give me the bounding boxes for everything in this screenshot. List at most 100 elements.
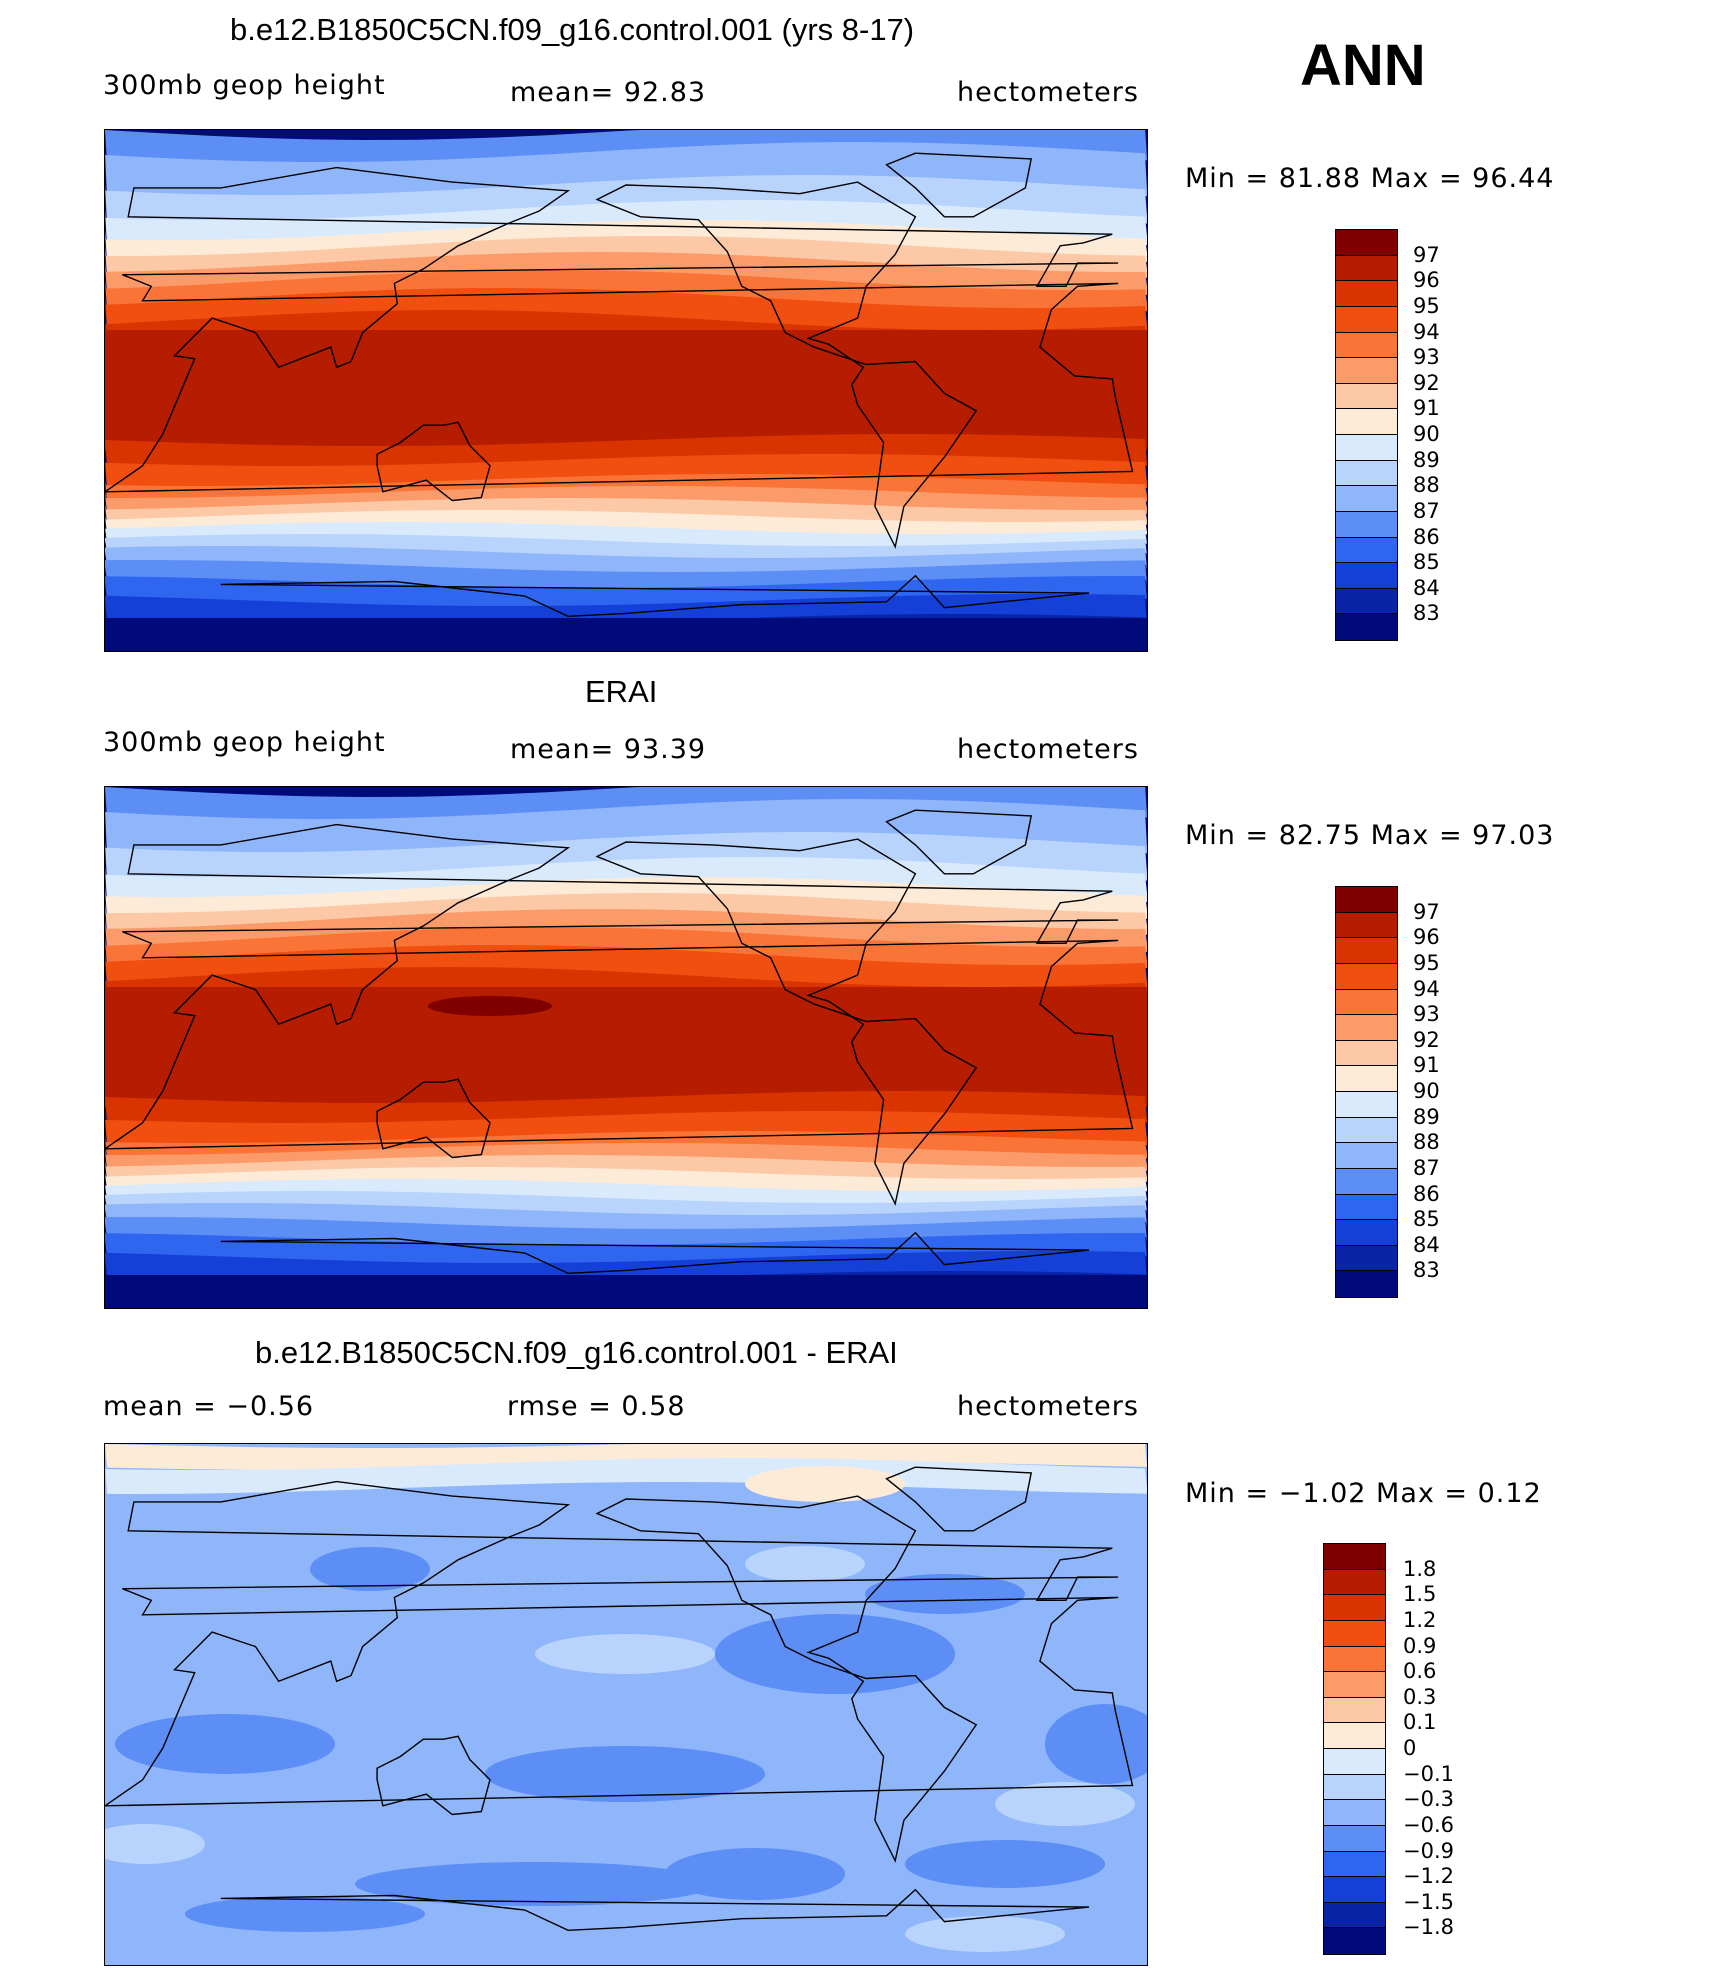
continent-outline (595, 1495, 978, 1863)
colorbar-swatch (1336, 1092, 1397, 1118)
colorbar-tick-label: −0.6 (1403, 1812, 1454, 1837)
colorbar-swatch (1324, 1825, 1385, 1852)
colorbar-swatch (1324, 1902, 1385, 1929)
panel1-variable-label: 300mb geop height (103, 70, 386, 101)
contour-region (1045, 1704, 1147, 1784)
colorbar-swatch (1336, 1271, 1397, 1297)
panel3-units-label: hectometers (957, 1391, 1139, 1422)
colorbar-swatch (1336, 383, 1397, 410)
panel2-colorbar (1335, 886, 1398, 1298)
colorbar-swatch (1324, 1800, 1385, 1826)
antarctica-outline (220, 574, 1090, 618)
colorbar-swatch (1336, 1040, 1397, 1067)
contour-band (105, 576, 1147, 610)
contour-band (105, 175, 1147, 226)
contour-region (105, 1824, 205, 1864)
colorbar-tick-label: 92 (1413, 1027, 1440, 1052)
colorbar-tick-label: 90 (1413, 1079, 1440, 1103)
colorbar-swatch (1336, 1168, 1397, 1195)
contour-region (905, 1840, 1105, 1888)
coastlines (105, 1466, 1134, 1932)
colorbar-swatch (1336, 887, 1397, 913)
colorbar-tick-label: 86 (1413, 1181, 1440, 1206)
contour-band (105, 434, 1147, 470)
panel2-map (104, 786, 1148, 1309)
colorbar-swatch (1336, 230, 1397, 256)
panel2-mean-label: mean= 93.39 (510, 734, 707, 765)
contour-band (105, 142, 1147, 201)
contour-band (105, 1444, 1147, 1470)
colorbar-swatch (1324, 1595, 1385, 1621)
colorbar-tick-label: 86 (1413, 524, 1440, 549)
colorbar-tick-label: 90 (1413, 422, 1440, 446)
colorbar-swatch (1336, 1143, 1397, 1169)
colorbar-tick-label: 94 (1413, 319, 1440, 344)
colorbar-tick-label: 93 (1413, 345, 1440, 370)
contour-region (185, 1896, 425, 1932)
panel1-minmax-label: Min = 81.88 Max = 96.44 (1185, 163, 1555, 194)
colorbar-swatch (1324, 1569, 1385, 1596)
panel1-units-label: hectometers (957, 77, 1139, 108)
continent-outline (105, 166, 1134, 493)
colorbar-swatch (1324, 1646, 1385, 1673)
colorbar-swatch (1336, 1117, 1397, 1144)
panel3-minmax-label: Min = −1.02 Max = 0.12 (1185, 1478, 1542, 1509)
colorbar-tick-label: 88 (1413, 1130, 1440, 1155)
colorbar-tick-label: 1.5 (1403, 1582, 1437, 1607)
contour-region (745, 1546, 865, 1582)
colorbar-swatch (1324, 1672, 1385, 1698)
contour-region (535, 1634, 715, 1674)
continent-outline (105, 823, 1134, 1150)
colorbar-tick-label: 0 (1403, 1736, 1417, 1760)
panel3-title: b.e12.B1850C5CN.f09_g16.control.001 - ER… (255, 1335, 898, 1370)
contour-region (115, 1714, 335, 1774)
contour-band (105, 288, 1147, 336)
continent-outline (376, 421, 491, 502)
colorbar-tick-label: 92 (1413, 370, 1440, 395)
colorbar-tick-label: −0.3 (1403, 1787, 1454, 1812)
colorbar-swatch (1336, 563, 1397, 589)
colorbar-tick-label: 83 (1413, 601, 1440, 626)
colorbar-tick-label: 97 (1413, 242, 1440, 267)
season-label: ANN (1300, 33, 1426, 98)
colorbar-tick-label: 0.9 (1403, 1633, 1437, 1658)
contour-band (105, 1179, 1147, 1207)
coastlines (105, 152, 1134, 618)
colorbar-tick-label: 0.1 (1403, 1710, 1437, 1735)
colorbar-tick-label: −1.5 (1403, 1889, 1454, 1914)
colorbar-swatch (1324, 1697, 1385, 1724)
colorbar-tick-label: 85 (1413, 1207, 1440, 1232)
colorbar-swatch (1324, 1928, 1385, 1954)
contour-band (105, 1111, 1147, 1147)
colorbar-tick-label: 0.6 (1403, 1659, 1437, 1684)
colorbar-tick-label: −0.9 (1403, 1838, 1454, 1863)
contour-band (105, 1091, 1147, 1127)
panel1-mean-label: mean= 92.83 (510, 77, 707, 108)
contour-band (105, 945, 1147, 993)
colorbar-swatch (1336, 1066, 1397, 1092)
colorbar-tick-label: 96 (1413, 268, 1440, 293)
continent-outline (595, 838, 978, 1206)
colorbar-swatch (1324, 1851, 1385, 1878)
colorbar-swatch (1336, 306, 1397, 333)
panel1-map (104, 129, 1148, 652)
colorbar-swatch (1336, 255, 1397, 282)
colorbar-swatch (1336, 912, 1397, 939)
contour-region (355, 1862, 715, 1906)
colorbar-swatch (1336, 511, 1397, 538)
colorbar-swatch (1336, 358, 1397, 384)
contour-band (105, 1155, 1147, 1183)
continent-outline (376, 1735, 491, 1816)
panel2-title: ERAI (585, 674, 658, 709)
colorbar-swatch (1336, 1220, 1397, 1246)
contour-band (105, 799, 1147, 858)
colorbar-swatch (1336, 537, 1397, 564)
colorbar-swatch (1324, 1877, 1385, 1903)
panel3-colorbar (1323, 1543, 1386, 1955)
colorbar-swatch (1336, 938, 1397, 964)
antarctica-outline (220, 1888, 1090, 1932)
contour-band (105, 1191, 1147, 1219)
contour-region (865, 1574, 1025, 1614)
colorbar-tick-label: 87 (1413, 1155, 1440, 1180)
colorbar-tick-label: 91 (1413, 1053, 1440, 1078)
